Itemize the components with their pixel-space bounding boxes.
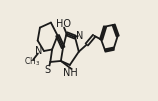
Text: HO: HO (56, 19, 71, 29)
Text: NH: NH (63, 68, 78, 78)
Text: CH$_3$: CH$_3$ (24, 55, 40, 67)
Text: S: S (45, 65, 51, 75)
Text: N: N (76, 31, 83, 41)
Text: N: N (35, 46, 43, 56)
